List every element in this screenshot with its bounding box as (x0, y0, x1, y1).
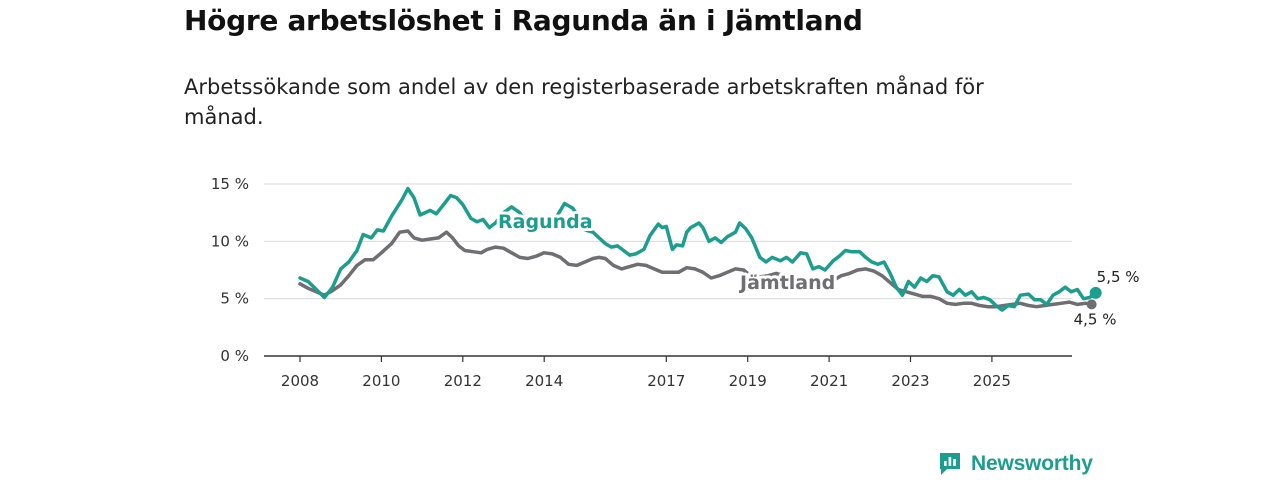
x-tick-label: 2010 (362, 372, 400, 390)
x-tick-label: 2012 (444, 372, 482, 390)
bar-chart-icon (940, 453, 960, 475)
x-tick-label: 2023 (891, 372, 929, 390)
y-tick-label: 5 % (220, 290, 249, 308)
x-tick-label: 2021 (810, 372, 848, 390)
y-tick-label: 15 % (211, 175, 249, 193)
newsworthy-logo: Newsworthy (938, 450, 1093, 478)
x-tick-label: 2025 (973, 372, 1011, 390)
series-label-jamtland: Jämtland (738, 272, 835, 294)
chart-title: Högre arbetslöshet i Ragunda än i Jämtla… (184, 4, 863, 37)
series-end-marker-jamtland (1086, 299, 1097, 310)
end-value-label-ragunda: 5,5 % (1097, 268, 1140, 286)
y-tick-label: 10 % (211, 232, 249, 250)
chart-subtitle: Arbetssökande som andel av den registerb… (184, 75, 984, 129)
x-tick-label: 2008 (281, 372, 319, 390)
x-tick-label: 2014 (525, 372, 563, 390)
series-line-jamtland (298, 229, 1094, 309)
series-end-marker-ragunda (1089, 286, 1102, 299)
series-label-ragunda: Ragunda (498, 211, 593, 233)
x-tick-label: 2017 (647, 372, 685, 390)
series-line-ragunda (298, 186, 1098, 312)
brand-name: Newsworthy (971, 452, 1093, 475)
end-value-label-jamtland: 4,5 % (1074, 310, 1117, 328)
y-tick-label: 0 % (220, 347, 249, 365)
x-tick-label: 2019 (729, 372, 767, 390)
